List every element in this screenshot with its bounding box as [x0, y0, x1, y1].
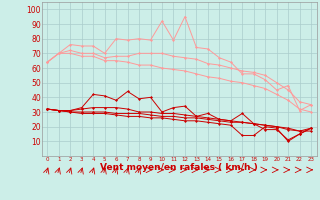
X-axis label: Vent moyen/en rafales ( km/h ): Vent moyen/en rafales ( km/h ) — [100, 163, 258, 172]
